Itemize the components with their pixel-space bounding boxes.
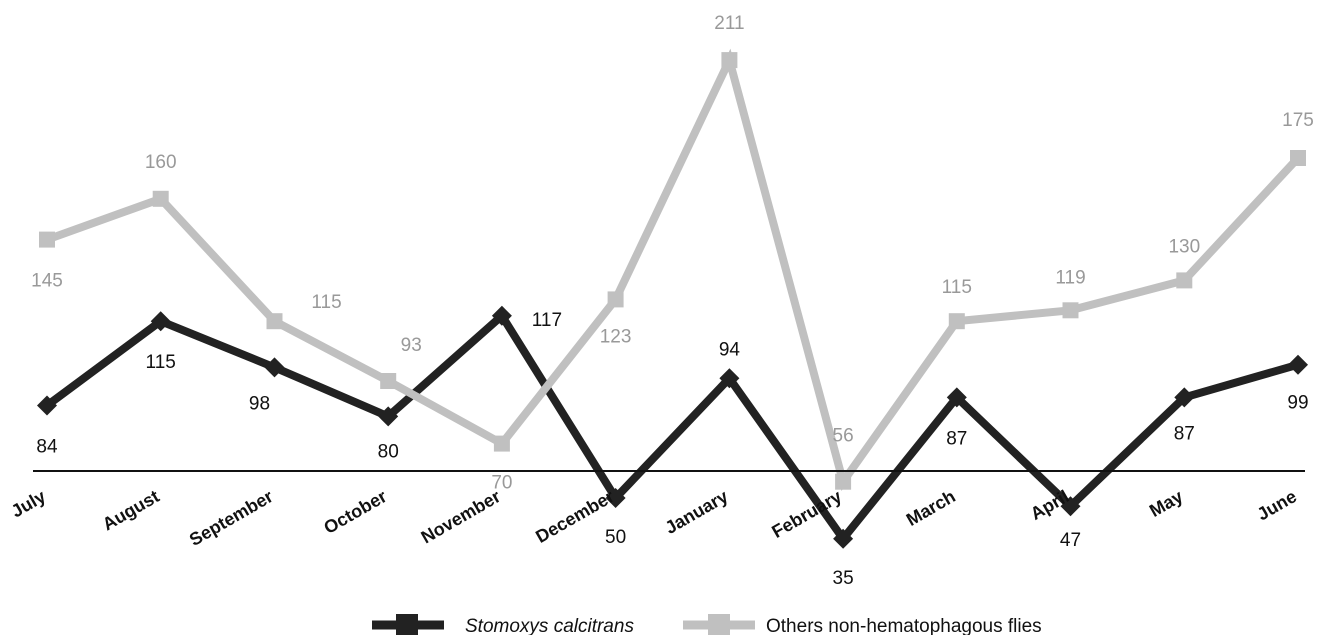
- data-label-stomoxys-november: 117: [532, 310, 562, 331]
- data-label-stomoxys-march: 87: [946, 428, 967, 449]
- data-label-stomoxys-june: 99: [1287, 393, 1308, 414]
- legend-label-stomoxys: Stomoxys calcitrans: [465, 616, 634, 635]
- x-tick-july: July: [8, 486, 49, 521]
- data-label-stomoxys-february: 35: [833, 568, 854, 589]
- marker-others-april: [1062, 302, 1079, 319]
- data-label-stomoxys-october: 80: [378, 441, 399, 462]
- legend-marker-others: [708, 614, 730, 635]
- data-label-others-april: 119: [1055, 267, 1085, 288]
- series-line-others: [45, 48, 1301, 491]
- data-label-others-september: 115: [311, 292, 341, 313]
- marker-others-december: [607, 291, 624, 308]
- chart-legend: Stomoxys calcitrans Others non-hematopha…: [372, 614, 1042, 635]
- marker-stomoxys-january: [719, 368, 740, 389]
- x-tick-august: August: [99, 486, 163, 534]
- x-tick-january: January: [662, 486, 732, 538]
- data-label-others-january: 211: [714, 13, 744, 34]
- legend-label-others: Others non-hematophagous flies: [766, 616, 1042, 635]
- x-tick-november: November: [418, 486, 504, 547]
- marker-stomoxys-august: [150, 311, 171, 332]
- series-line-stomoxys: [44, 309, 1300, 546]
- x-tick-february: February: [768, 486, 845, 542]
- data-label-others-october: 93: [401, 335, 422, 356]
- marker-others-may: [1176, 272, 1193, 289]
- data-label-others-february: 56: [833, 426, 854, 447]
- x-tick-september: September: [186, 486, 277, 550]
- data-label-others-july: 145: [31, 271, 63, 292]
- marker-stomoxys-october: [378, 406, 399, 427]
- legend-item-others: Others non-hematophagous flies: [683, 614, 1042, 635]
- series-layer: [37, 48, 1308, 549]
- data-label-others-june: 175: [1282, 110, 1314, 131]
- marker-others-october: [380, 373, 397, 389]
- legend-item-stomoxys: Stomoxys calcitrans: [372, 614, 634, 635]
- marker-stomoxys-june: [1288, 354, 1308, 375]
- marker-others-january: [721, 52, 738, 69]
- x-tick-june: June: [1254, 486, 1300, 524]
- marker-others-august: [152, 190, 169, 207]
- marker-stomoxys-may: [1174, 387, 1195, 408]
- data-label-stomoxys-september: 98: [249, 393, 270, 414]
- data-label-stomoxys-january: 94: [719, 339, 741, 360]
- data-label-others-march: 115: [942, 277, 972, 298]
- data-label-stomoxys-may: 87: [1174, 423, 1195, 444]
- x-tick-may: May: [1146, 486, 1186, 521]
- data-label-stomoxys-december: 50: [605, 527, 626, 548]
- data-label-others-may: 130: [1168, 236, 1200, 257]
- marker-stomoxys-november: [491, 305, 512, 326]
- data-label-others-november: 70: [491, 473, 512, 494]
- marker-others-june: [1290, 150, 1306, 166]
- marker-others-march: [948, 313, 965, 330]
- data-label-stomoxys-april: 47: [1060, 530, 1081, 551]
- marker-stomoxys-april: [1060, 496, 1081, 517]
- marker-stomoxys-july: [37, 395, 57, 416]
- marker-others-july: [39, 231, 55, 248]
- data-labels-layer: 84 115 98 80 117 50 94 35 87 47 87 99 145 160 115 93 70 1…: [31, 13, 1314, 589]
- marker-stomoxys-february: [833, 528, 854, 549]
- marker-others-september: [266, 313, 283, 330]
- marker-stomoxys-december: [605, 488, 626, 508]
- data-label-stomoxys-august: 115: [146, 352, 176, 373]
- data-label-stomoxys-july: 84: [36, 437, 58, 458]
- marker-stomoxys-september: [264, 357, 285, 378]
- x-tick-march: March: [903, 486, 959, 530]
- data-label-others-december: 123: [600, 326, 632, 347]
- marker-others-february: [835, 473, 852, 490]
- data-label-others-august: 160: [145, 152, 177, 173]
- legend-marker-stomoxys: [396, 614, 418, 635]
- marker-stomoxys-march: [946, 387, 967, 408]
- marker-others-november: [493, 435, 510, 452]
- x-tick-october: October: [320, 486, 390, 538]
- x-axis-tick-labels: July August September October November Decemb…: [8, 486, 1300, 550]
